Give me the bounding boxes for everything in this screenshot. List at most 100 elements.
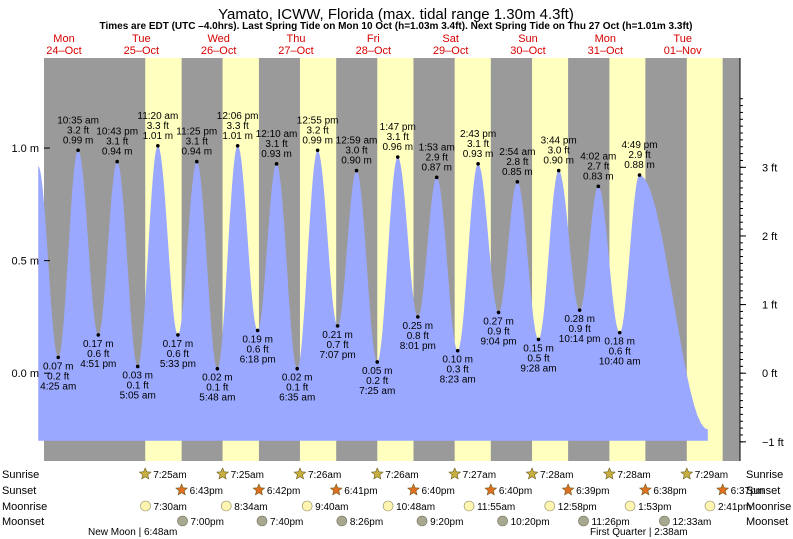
tide-label-time: 8:23 am (440, 375, 476, 386)
moonrise-icon (463, 500, 475, 512)
tide-label-m: 0.88 m (624, 160, 655, 171)
tide-label-time: 12:55 pm (297, 115, 339, 126)
moonset-time: 7:40pm (270, 517, 303, 528)
tide-label-m: 0.15 m (523, 343, 554, 354)
right-tick-label: 3 ft (762, 162, 777, 174)
row-label-right: Moonrise (746, 501, 791, 513)
tide-label-m: 0.21 m (322, 330, 353, 341)
tide-label-m: 0.02 m (282, 373, 313, 384)
right-tick-label: 1 ft (762, 300, 777, 312)
tide-label-time: 12:10 am (256, 129, 298, 140)
moon-phase-new: New Moon | 6:48am (88, 527, 177, 538)
tide-label-ft: 2.9 ft (628, 150, 650, 161)
moonrise-icon (544, 500, 556, 512)
tide-label-ft: 0.6 ft (609, 347, 631, 358)
sunset-icon (484, 483, 498, 496)
day-label-dow: Tue (673, 33, 692, 45)
tide-label-ft: 0.9 ft (487, 326, 509, 337)
tide-label-time: 6:18 pm (240, 354, 276, 365)
tide-label-time: 10:14 pm (559, 334, 601, 345)
tide-label-ft: 3.1 ft (467, 139, 489, 150)
sunset-icon (638, 483, 652, 496)
tide-label-m: 0.02 m (202, 373, 233, 384)
tide-label-time: 10:43 pm (96, 127, 138, 138)
tide-label-ft: 3.0 ft (345, 146, 367, 157)
chart-title: Yamato, ICWW, Florida (max. tidal range … (218, 6, 574, 23)
tide-label-ft: 0.2 ft (47, 371, 69, 382)
day-label-dow: Mon (595, 33, 616, 45)
tide-label-ft: 0.6 ft (167, 349, 189, 360)
moonrise-time: 12:58pm (558, 502, 597, 513)
tide-point (274, 162, 279, 166)
tide-point (135, 364, 140, 369)
tide-label-ft: 0.1 ft (127, 380, 149, 391)
day-label-dow: Thu (287, 33, 306, 45)
tide-label-m: 0.93 m (463, 149, 494, 160)
row-label-right: Sunrise (746, 469, 783, 481)
tide-label-time: 5:48 am (199, 393, 235, 404)
tide-point (577, 308, 582, 312)
moonset-icon (336, 515, 348, 527)
tide-label-time: 4:25 am (40, 381, 76, 392)
moon-phase-first-quarter: First Quarter | 2:38am (590, 527, 688, 538)
tide-point (354, 168, 359, 173)
right-tick-label: 0 ft (762, 368, 777, 380)
row-label-left: Moonset (2, 516, 44, 528)
sunset-time: 6:38pm (653, 486, 686, 497)
tide-label-m: 0.96 m (382, 142, 413, 153)
moonset-time: 7:00pm (191, 517, 224, 528)
tide-label-time: 1:53 am (419, 142, 455, 153)
sunset-icon (252, 483, 266, 496)
tide-label-time: 8:01 pm (400, 341, 436, 352)
moonset-icon (659, 515, 670, 527)
sunrise-icon (448, 467, 462, 480)
day-label-date: 29–Oct (433, 45, 468, 57)
tide-label-m: 0.99 m (302, 135, 333, 146)
tide-label-ft: 0.5 ft (527, 353, 549, 364)
moonrise-time: 1:53pm (638, 502, 671, 513)
tide-label-ft: 3.1 ft (106, 137, 128, 148)
tide-point (395, 155, 400, 159)
right-tick-label: −1 ft (762, 437, 784, 449)
tide-point (96, 333, 101, 337)
tide-label-time: 11:25 pm (176, 127, 217, 138)
sunrise-icon (138, 467, 152, 480)
tide-label-ft: 0.7 ft (326, 340, 348, 351)
day-label-date: 31–Oct (588, 45, 623, 57)
sunrise-icon (680, 467, 694, 480)
moonset-time: 12:33am (672, 517, 711, 528)
day-label-dow: Sat (442, 33, 459, 45)
tide-label-m: 0.25 m (403, 321, 434, 332)
sunrise-time: 7:28am (540, 470, 573, 481)
tide-label-m: 0.28 m (564, 314, 595, 325)
day-label-dow: Tue (132, 33, 151, 45)
moonset-icon (578, 515, 589, 527)
moonset-time: 10:20pm (511, 517, 550, 528)
chart-subtitle: Times are EDT (UTC –4.0hrs). Last Spring… (100, 21, 693, 32)
tide-label-time: 12:06 pm (217, 111, 259, 122)
right-tick-label: 2 ft (762, 231, 777, 243)
tide-label-time: 4:49 pm (621, 140, 657, 151)
sunrise-icon (216, 467, 230, 480)
sunrise-time: 7:26am (308, 470, 341, 481)
tide-point (434, 175, 439, 180)
tide-label-ft: 0.1 ft (206, 383, 228, 394)
tide-label-ft: 3.2 ft (306, 125, 328, 136)
day-label-dow: Mon (53, 33, 74, 45)
tide-label-time: 5:05 am (120, 390, 156, 401)
tide-point (416, 315, 420, 319)
tide-label-ft: 0.2 ft (366, 376, 388, 387)
tide-label-ft: 2.9 ft (426, 152, 448, 163)
moonrise-icon (704, 500, 716, 512)
tide-label-ft: 0.1 ft (286, 383, 308, 394)
tide-point (556, 168, 561, 173)
sunset-time: 6:40pm (421, 486, 454, 497)
moonrise-time: 10:48am (396, 502, 435, 513)
moonrise-icon (220, 500, 232, 512)
day-labels: Mon24–OctTue25–OctWed26–OctThu27–OctFri2… (46, 33, 702, 57)
moonset-icon (256, 515, 268, 527)
tide-label-time: 7:25 am (359, 386, 395, 397)
tide-point (617, 330, 622, 335)
day-label-date: 28–Oct (356, 45, 391, 57)
sunrise-time: 7:29am (695, 470, 728, 481)
